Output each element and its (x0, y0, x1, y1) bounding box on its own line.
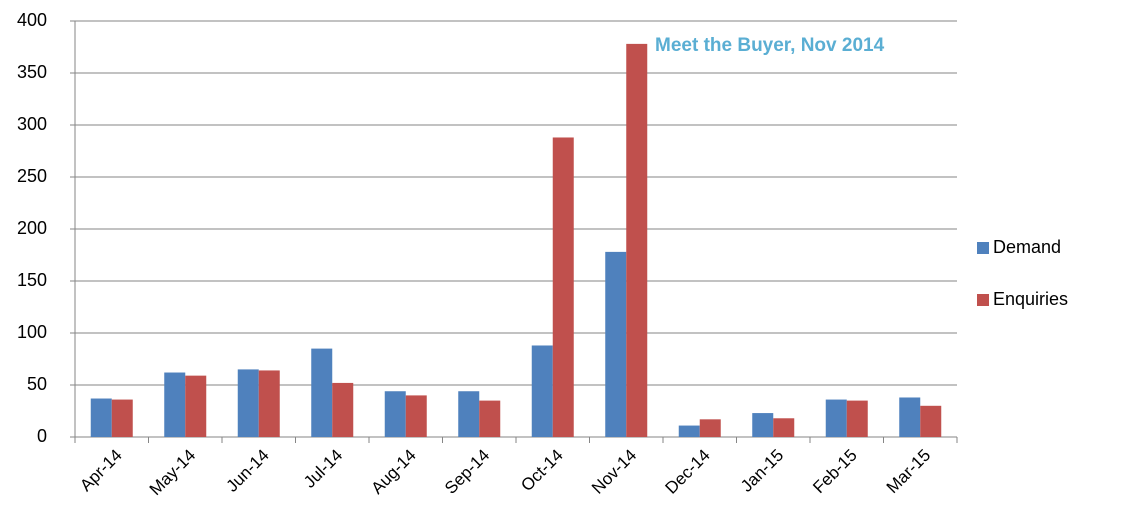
y-tick-label: 350 (17, 62, 47, 82)
legend-label: Demand (993, 237, 1061, 257)
bar (846, 400, 868, 437)
bar (552, 137, 574, 438)
x-tick-label: Aug-14 (368, 446, 420, 498)
x-tick-label: Nov-14 (588, 446, 640, 498)
x-tick-group: May-14 (146, 446, 200, 500)
y-tick-label: 50 (27, 374, 47, 394)
x-tick-group: Nov-14 (588, 446, 640, 498)
x-tick-label: Oct-14 (517, 446, 567, 496)
bar (458, 391, 480, 437)
x-tick-group: Mar-15 (883, 446, 935, 498)
legend-label: Enquiries (993, 289, 1068, 309)
bar (920, 405, 942, 437)
y-tick-label: 200 (17, 218, 47, 238)
bar (164, 372, 186, 437)
x-tick-label: May-14 (146, 446, 200, 500)
x-tick-label: Mar-15 (883, 446, 935, 498)
x-tick-group: Oct-14 (517, 446, 567, 496)
bar (111, 399, 133, 437)
bar (237, 369, 259, 437)
bar (405, 395, 427, 437)
y-tick-label: 250 (17, 166, 47, 186)
bar (678, 425, 700, 437)
bar (185, 375, 207, 437)
y-tick-label: 300 (17, 114, 47, 134)
y-tick-label: 400 (17, 10, 47, 30)
x-tick-label: Jul-14 (300, 446, 346, 492)
y-tick-label: 100 (17, 322, 47, 342)
x-tick-group: Jan-15 (737, 446, 787, 496)
bar (384, 391, 406, 437)
bar (311, 348, 333, 437)
bar (605, 251, 627, 437)
x-tick-group: Jun-14 (223, 446, 273, 496)
bar (258, 370, 280, 437)
bar (699, 419, 721, 437)
x-tick-group: Dec-14 (662, 446, 714, 498)
bar (773, 418, 795, 437)
bar (531, 345, 553, 437)
bar (752, 413, 774, 437)
bar (332, 382, 354, 437)
legend-swatch (977, 242, 989, 254)
x-tick-label: Sep-14 (441, 446, 493, 498)
x-tick-group: Aug-14 (368, 446, 420, 498)
x-tick-group: Feb-15 (809, 446, 861, 498)
bar (626, 43, 648, 437)
x-tick-label: Feb-15 (809, 446, 861, 498)
x-tick-label: Apr-14 (76, 446, 126, 496)
x-tick-label: Dec-14 (662, 446, 714, 498)
annotation: Meet the Buyer, Nov 2014 (655, 35, 885, 56)
x-tick-group: Apr-14 (76, 446, 126, 496)
x-tick-label: Jan-15 (737, 446, 787, 496)
bar (825, 399, 847, 437)
x-tick-label: Jun-14 (223, 446, 273, 496)
bar (90, 398, 112, 437)
y-tick-label: 150 (17, 270, 47, 290)
x-tick-group: Jul-14 (300, 446, 346, 492)
legend-swatch (977, 294, 989, 306)
x-tick-group: Sep-14 (441, 446, 493, 498)
bar (479, 400, 501, 437)
y-tick-label: 0 (37, 426, 47, 446)
bar (899, 397, 921, 437)
